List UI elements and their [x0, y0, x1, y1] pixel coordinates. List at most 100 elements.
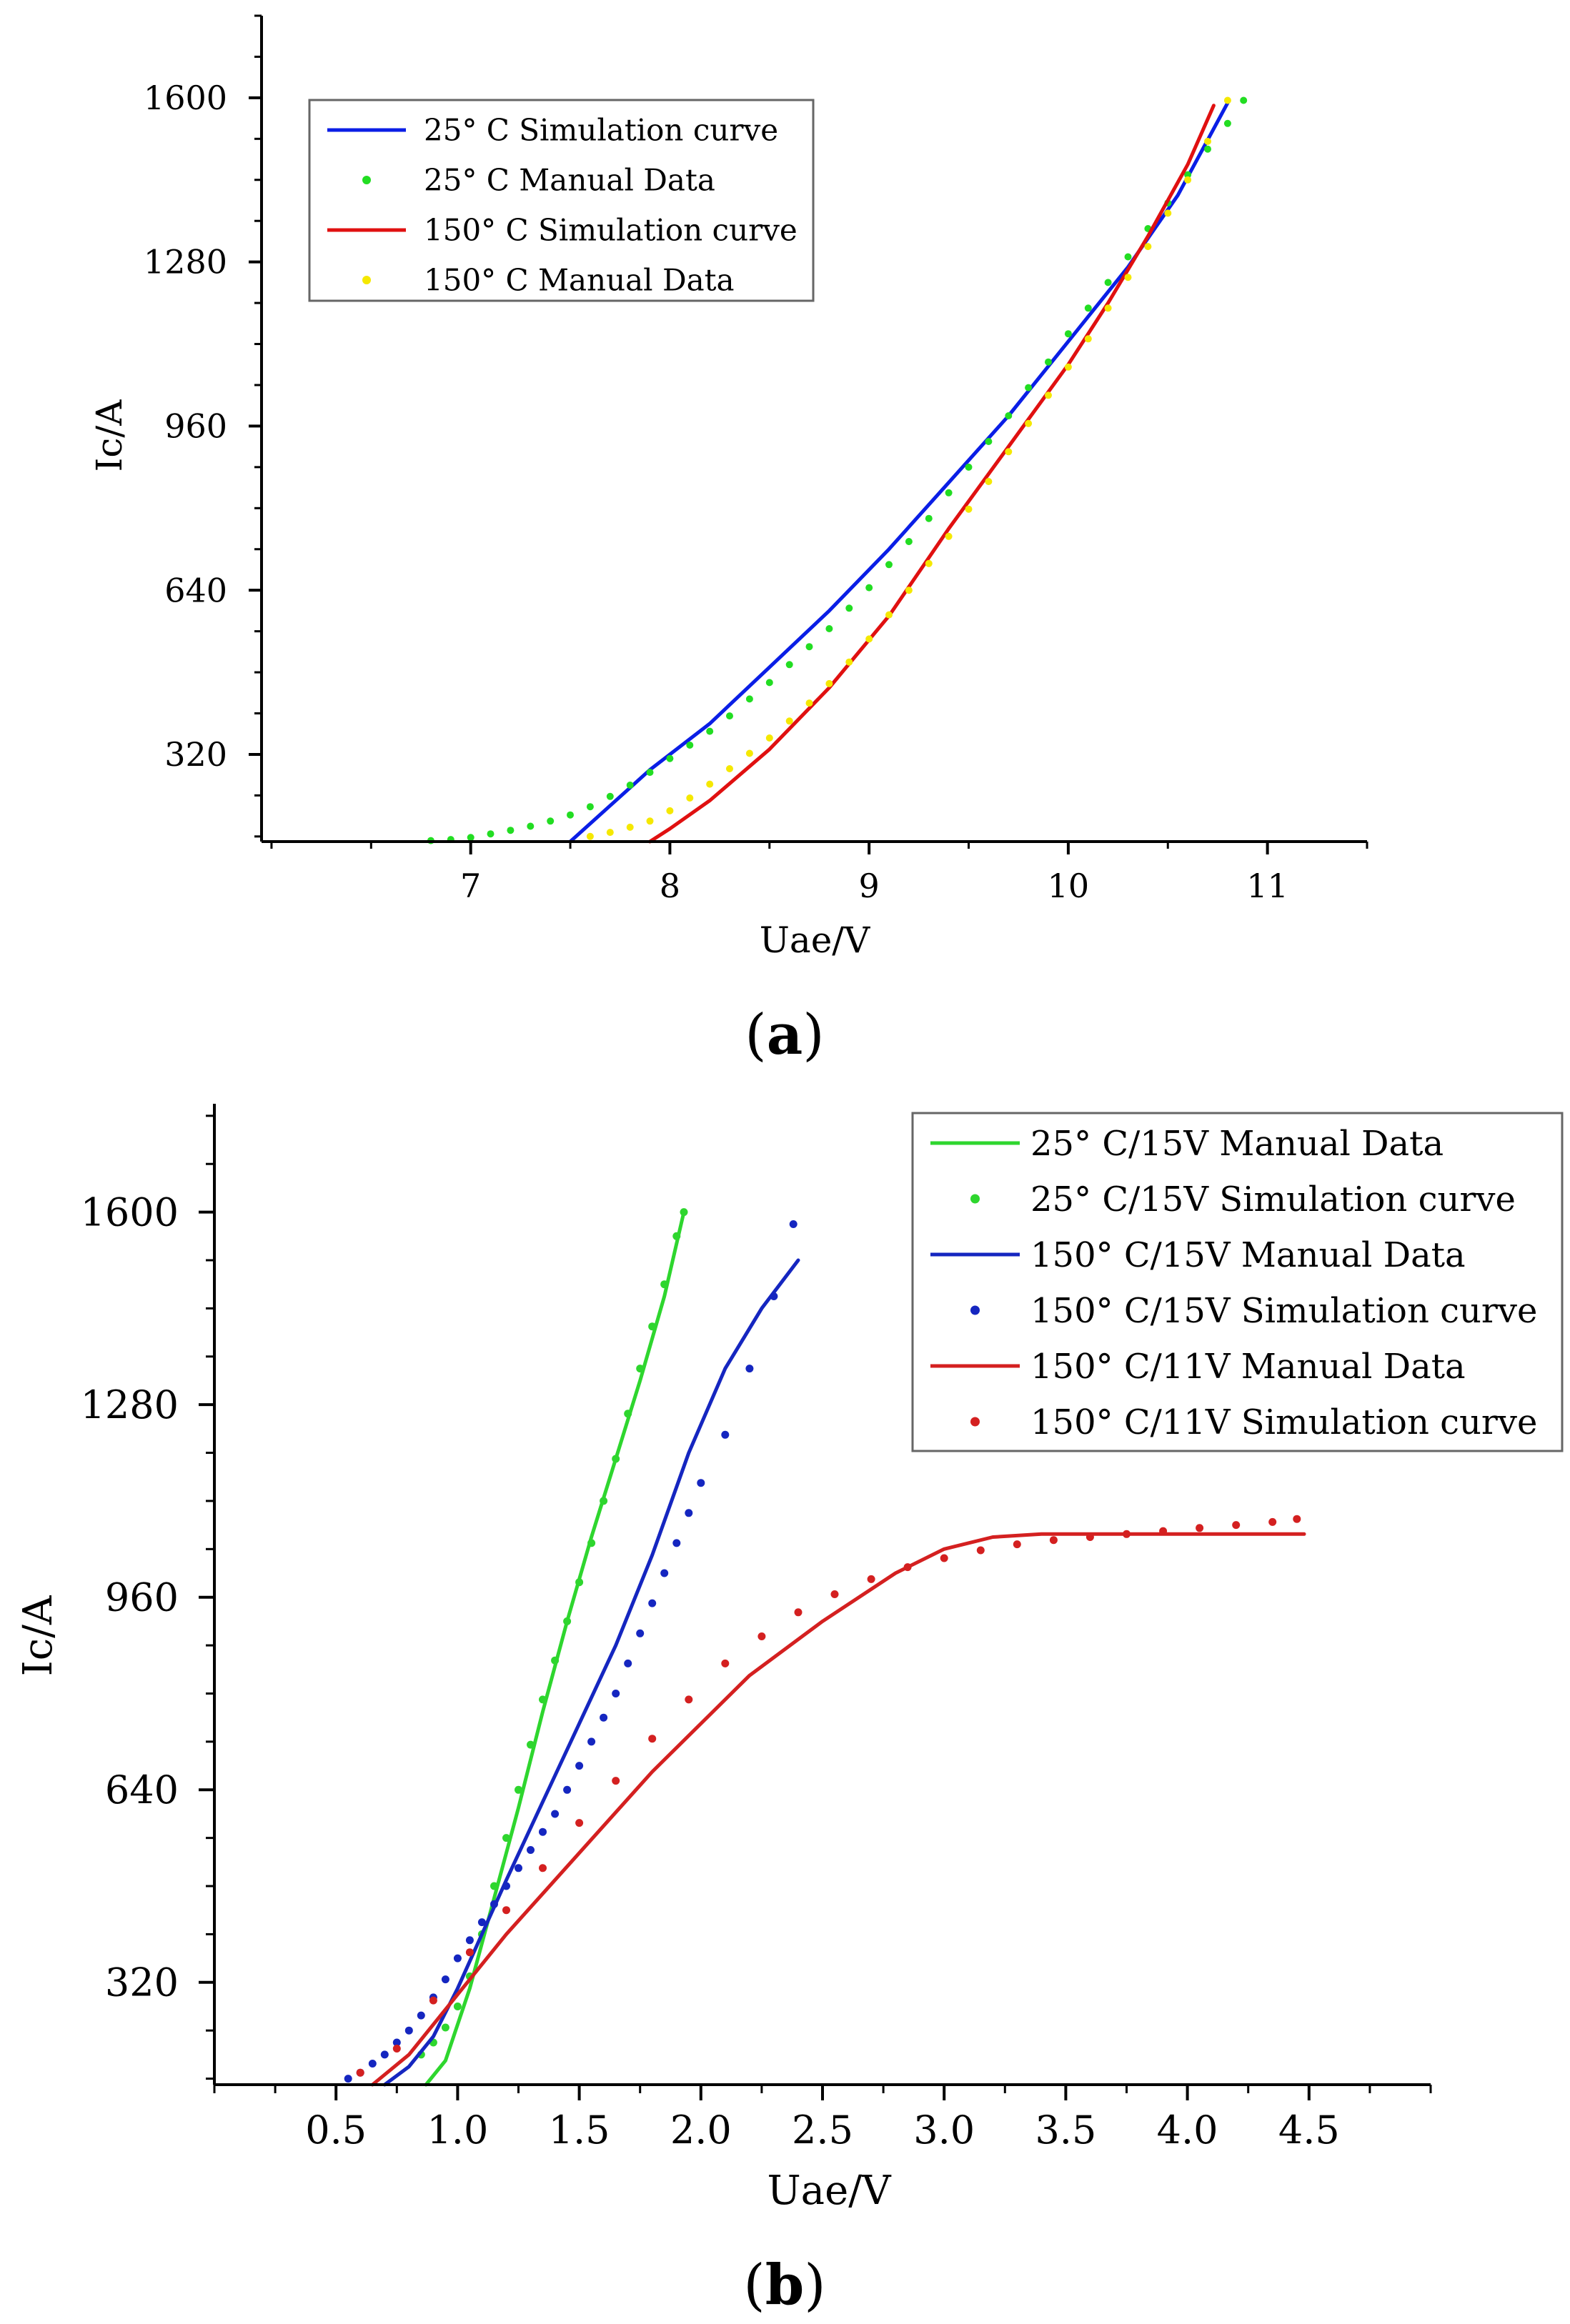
panel-b-series-1-point: [575, 1578, 584, 1587]
panel-b-series-5-point: [612, 1777, 620, 1785]
panel-b-x-tick-label: 2.5: [792, 2108, 853, 2153]
panel-a-series-3-point: [1164, 209, 1172, 217]
panel-a-legend-item: 25° C Simulation curve: [327, 113, 778, 148]
panel-b-series-5-point: [757, 1632, 766, 1640]
panel-a-series-1-point: [706, 727, 714, 735]
panel-b-series-3-point: [527, 1846, 535, 1854]
panel-a-series-1-point: [646, 769, 654, 777]
panel-a-series-1-point: [985, 438, 993, 445]
panel-a-series-1-point: [567, 811, 574, 819]
panel-a-series-3-point: [686, 794, 694, 802]
panel-b-legend-label: 25° C/15V Simulation curve: [1030, 1180, 1516, 1220]
panel-a-series-1-point: [885, 561, 893, 569]
panel-a-legend-label: 150° C Manual Data: [424, 263, 735, 298]
panel-b-series-5-point: [794, 1608, 803, 1617]
panel-b-legend-swatch-point: [970, 1305, 980, 1315]
panel-a-caption-letter: a: [767, 1002, 803, 1067]
panel-a-series-1-point: [487, 830, 495, 838]
panel-b-series-3-point: [344, 2075, 352, 2083]
panel-a-series-2-line: [648, 104, 1216, 844]
panel-a-legend-label: 25° C Manual Data: [424, 163, 715, 198]
panel-b-series-3-point: [789, 1220, 798, 1228]
panel-b-legend-item: 150° C/15V Manual Data: [930, 1235, 1466, 1275]
panel-b-y-tick-label: 1280: [81, 1382, 179, 1427]
panel-a-series-3-point: [985, 478, 993, 485]
panel-b-series-1-point: [563, 1617, 572, 1625]
panel-b-legend-item: 150° C/11V Simulation curve: [970, 1402, 1537, 1442]
panel-b-chart: 0.5 1.0 1.5 2.0 2.5 3.0 3.5 4.0 4.5 320 640 960 1280…: [15, 1104, 1564, 2318]
panel-a-series-3-point: [1025, 419, 1033, 427]
panel-a-legend-swatch-point: [362, 276, 371, 284]
panel-a-series-1-point: [547, 817, 555, 825]
panel-b-legend: 25° C/15V Manual Data 25° C/15V Simulatio…: [911, 1112, 1564, 1452]
panel-a-legend-label: 150° C Simulation curve: [424, 213, 798, 248]
panel-b-series-1-point: [660, 1280, 669, 1289]
panel-b-series-4-line: [370, 1532, 1306, 2087]
panel-a-series-3-point: [745, 749, 753, 757]
panel-b-x-tick-label: 1.0: [427, 2108, 488, 2153]
panel-b-series-3-point: [745, 1365, 754, 1373]
panel-b-series-3-point: [770, 1292, 778, 1300]
panel-b-legend-label: 25° C/15V Manual Data: [1030, 1124, 1444, 1164]
panel-b-series-3-point: [551, 1810, 560, 1818]
panel-a-series-1-point: [865, 584, 873, 592]
panel-a-caption: (a): [745, 1002, 824, 1067]
panel-b-series-5-point: [867, 1575, 875, 1583]
panel-b-series-3-point: [490, 1900, 498, 1908]
panel-a-series-1-point: [925, 514, 933, 522]
panel-a-legend-item: 150° C Manual Data: [362, 263, 735, 298]
panel-a-y-tick-label: 1280: [144, 243, 227, 281]
panel-b-x-tick-label: 3.0: [913, 2108, 975, 2153]
panel-b-series-3-point: [368, 2060, 377, 2068]
panel-b-series-3-point: [721, 1430, 730, 1439]
panel-a-series-1-point: [1045, 358, 1052, 366]
panel-b-legend-item: 25° C/15V Manual Data: [930, 1124, 1444, 1164]
panel-b-series-5-point: [1013, 1540, 1021, 1549]
panel-b-series-3-point: [636, 1629, 645, 1637]
panel-b-series-3-point: [404, 2026, 413, 2035]
panel-a-legend-swatch-point: [362, 176, 371, 184]
panel-b-series-5-point: [1268, 1517, 1277, 1526]
panel-b-series-5-point: [539, 1864, 547, 1872]
panel-b-data-marks: [344, 1208, 1306, 2087]
panel-b-series-3-point: [624, 1659, 632, 1667]
panel-b-legend-items: 25° C/15V Manual Data 25° C/15V Simulatio…: [930, 1124, 1537, 1442]
panel-a-chart: 7 8 9 10 11 320 640 960 1280 1600 Uae/V Ic/A 25° …: [89, 14, 1368, 1067]
panel-a-series-3-point: [785, 717, 793, 725]
panel-a-series-1-point: [765, 679, 773, 687]
panel-b-series-3-point: [648, 1599, 657, 1607]
panel-b-series-5-point: [575, 1819, 584, 1827]
panel-b-series-5-point: [429, 1996, 437, 2005]
panel-b-x-tick-label: 4.0: [1157, 2108, 1218, 2153]
panel-b-series-1-point: [551, 1656, 560, 1665]
panel-b-series-1-point: [539, 1695, 547, 1704]
panel-b-series-1-point: [672, 1232, 681, 1240]
panel-b-series-3-points: [344, 1220, 798, 2083]
panel-b-series-1-point: [441, 2023, 449, 2032]
panel-b-series-3-point: [600, 1713, 608, 1722]
panel-b-legend-label: 150° C/15V Manual Data: [1030, 1235, 1466, 1275]
panel-a-x-tick-label: 9: [859, 867, 880, 905]
panel-a-series-1-point: [527, 822, 535, 830]
panel-b-series-5-point: [1232, 1521, 1241, 1530]
panel-a-x-tick-label: 8: [660, 867, 680, 905]
panel-a-series-1-point: [845, 604, 853, 612]
panel-b-series-3-point: [587, 1737, 596, 1746]
panel-a-series-3-point: [845, 658, 853, 666]
panel-b-series-3-point: [515, 1864, 522, 1872]
panel-a-series-1-point: [1223, 119, 1231, 127]
panel-a-series-1-point: [586, 803, 594, 811]
panel-a-series-3-point: [965, 505, 973, 513]
panel-a-series-3-point: [765, 734, 773, 742]
panel-b-legend-item: 25° C/15V Simulation curve: [970, 1180, 1516, 1220]
panel-a-series-1-point: [1025, 384, 1033, 392]
panel-a-series-3-points: [586, 96, 1231, 840]
panel-b-series-3-point: [380, 2050, 389, 2059]
panel-a-series-3-point: [1204, 137, 1211, 145]
panel-b-series-5-point: [1049, 1536, 1058, 1545]
panel-a-series-3-point: [666, 807, 674, 814]
panel-a-series-1-point: [507, 827, 515, 834]
panel-a-x-tick-label: 10: [1048, 867, 1090, 905]
panel-b-y-tick-label: 1600: [81, 1190, 179, 1235]
